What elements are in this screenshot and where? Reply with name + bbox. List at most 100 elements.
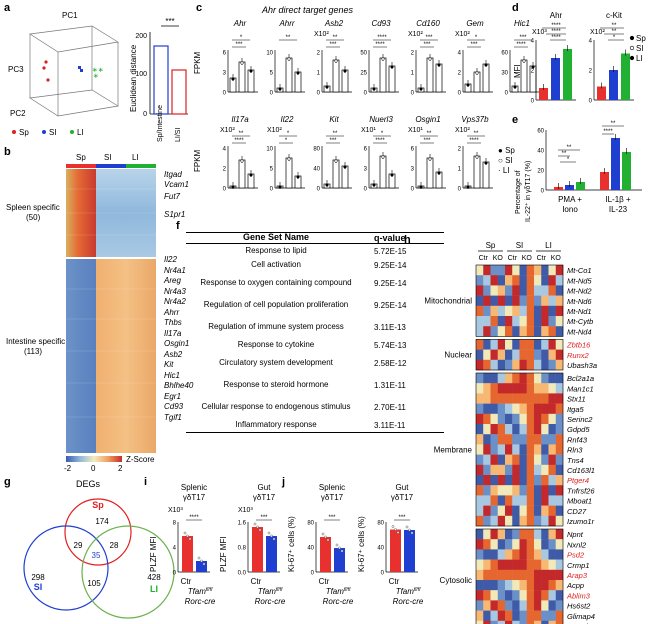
- heat-cell: [519, 285, 527, 296]
- bar: [266, 536, 277, 572]
- heat-cell: [490, 529, 498, 540]
- heat-cell: [497, 620, 506, 624]
- heat-cell: [483, 620, 491, 624]
- heat-cell: [534, 413, 542, 425]
- gene-set-name: Response to steroid hormone: [223, 379, 329, 389]
- chart-subtitle: γδT17: [253, 493, 276, 502]
- heat-cell: [512, 285, 520, 296]
- heat-cell: [534, 326, 542, 337]
- heat-cell: [555, 413, 564, 425]
- intestine-specific-count: (113): [24, 347, 43, 356]
- heat-cell: [490, 505, 498, 516]
- axis-multiplier: X10²: [455, 31, 470, 38]
- heat-cell: [534, 485, 542, 496]
- heat-cell: [512, 495, 520, 506]
- gene-label: Mt-Nd5: [567, 276, 592, 285]
- heat-cell: [534, 373, 542, 384]
- sig-stars: ****: [469, 138, 479, 144]
- bar: [320, 537, 331, 572]
- heat-cell: [483, 434, 491, 445]
- heat-cell: [497, 383, 506, 394]
- heat-cell: [497, 316, 506, 327]
- sig-stars: ***: [329, 138, 337, 144]
- gene-label: Mt-Nd2: [567, 287, 592, 296]
- axis-multiplier: X10²: [455, 127, 470, 134]
- heat-cell: [519, 316, 527, 327]
- heat-cell: [519, 295, 527, 306]
- bar: [247, 69, 255, 93]
- heat-cell: [483, 505, 491, 516]
- sig-stars: ***: [329, 42, 337, 48]
- heat-cell: [534, 590, 542, 601]
- heat-cell: [526, 515, 535, 527]
- heat-cell: [476, 495, 484, 506]
- point: [334, 159, 338, 163]
- heat-cell: [541, 559, 549, 570]
- gene-title: Osgin1: [415, 115, 440, 124]
- heat-cell: [490, 383, 498, 394]
- venn-diagram: Sp SI LI 174 298 428 29 28 35 105: [23, 498, 175, 619]
- heat-cell: [548, 373, 556, 384]
- svg-text:28: 28: [110, 541, 119, 550]
- svg-text:***: ***: [165, 17, 174, 26]
- svg-text:Ctr: Ctr: [181, 577, 192, 586]
- gene-set-name: Cellular response to endogenous stimulus: [201, 401, 351, 411]
- heat-cell: [541, 285, 549, 296]
- heat-cell: [512, 515, 520, 527]
- heat-cell: [476, 444, 484, 455]
- heat-cell: [476, 413, 484, 425]
- heat-cell: [483, 539, 491, 550]
- heat-cell: [505, 610, 513, 621]
- heat-cell: [534, 495, 542, 506]
- point: [390, 173, 394, 177]
- table-row: Response to oxygen containing compound 9.…: [186, 272, 444, 294]
- heat-cell: [497, 373, 506, 384]
- heat-cell: [483, 305, 491, 317]
- point: [484, 63, 488, 67]
- heat-cell: [505, 275, 513, 286]
- gene-label: Mt-Nd6: [567, 297, 592, 306]
- spleen-specific-label: Spleen specific: [6, 203, 60, 212]
- heat-cell: [497, 403, 506, 414]
- heat-cell: [483, 569, 491, 581]
- heat-cell: [526, 359, 535, 371]
- axis-multiplier: X10²: [590, 29, 605, 36]
- heat-cell: [490, 515, 498, 527]
- bar: [551, 58, 560, 100]
- tick-label: 0: [364, 187, 368, 193]
- heat-cell: [548, 359, 556, 371]
- heat-cell: [476, 529, 484, 540]
- heat-cell: [512, 373, 520, 384]
- gene-label: Itgad: [164, 170, 182, 179]
- heat-cell: [497, 339, 506, 350]
- heat-cell: [497, 485, 506, 496]
- heat-cell: [526, 559, 535, 570]
- heat-cell: [476, 569, 484, 581]
- intestine-specific-label: Intestine specific: [6, 337, 66, 346]
- bar: [238, 61, 246, 93]
- heat-cell: [512, 539, 520, 550]
- heat-cell: [512, 349, 520, 360]
- heat-cell: [548, 403, 556, 414]
- heat-cell: [505, 475, 513, 486]
- q-value: 5.74E-13: [374, 340, 407, 350]
- sig-stars: **: [567, 145, 572, 151]
- tick-label: 3: [364, 167, 368, 173]
- svg-text:29: 29: [74, 541, 83, 550]
- pc1-label: PC1: [62, 11, 78, 20]
- gene-label: Runx2: [567, 351, 590, 360]
- tick-label: 10: [266, 51, 273, 57]
- axis-multiplier: X10¹: [361, 127, 376, 134]
- heat-cell: [541, 326, 549, 337]
- fpkm-chart-Kit: Kit 0 40 80 *****: [313, 115, 352, 193]
- table-row: Inflammatory response 3.11E-11: [186, 418, 444, 433]
- heat-cell: [541, 464, 549, 476]
- bar: [285, 57, 293, 93]
- heat-cell: [476, 275, 484, 286]
- heat-cell: [526, 434, 535, 445]
- heat-cell: [534, 275, 542, 286]
- heat-cell: [483, 359, 491, 371]
